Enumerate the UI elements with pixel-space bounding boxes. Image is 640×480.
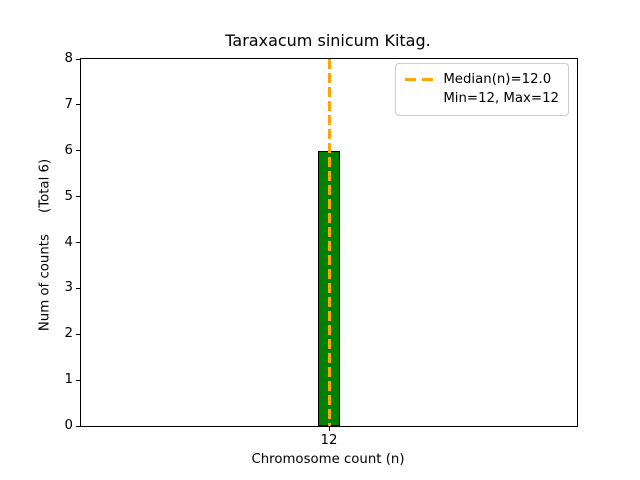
y-tick-label: 5 [64,188,73,204]
x-tick-mark [328,426,330,431]
chart-title: Taraxacum sinicum Kitag. [225,31,431,50]
y-tick-label: 1 [64,372,73,388]
y-tick-label: 2 [64,326,73,342]
y-tick-mark [76,196,81,198]
y-tick-mark [76,150,81,152]
y-axis-label: Num of counts (Total 6) [37,158,53,332]
y-tick-label: 6 [64,142,73,158]
y-tick-label: 0 [64,418,73,433]
legend-label-minmax: Min=12, Max=12 [443,91,559,106]
y-tick-label: 8 [64,51,73,66]
legend-label-median: Median(n)=12.0 [443,72,552,87]
y-tick-mark [76,425,81,427]
legend-row-median: Median(n)=12.0 [405,70,559,89]
y-tick-mark [76,58,81,60]
y-tick-mark [76,242,81,243]
legend: Median(n)=12.0 Min=12, Max=12 [395,63,569,116]
y-tick-mark [76,379,81,381]
y-tick-label: 3 [64,280,73,296]
legend-empty-handle [405,97,433,100]
y-tick-label: 4 [64,234,73,250]
x-tick-label: 12 [320,433,338,448]
legend-row-minmax: Min=12, Max=12 [405,89,559,108]
y-tick-mark [76,104,81,106]
legend-dashed-line-icon [405,78,434,81]
y-tick-mark [76,333,81,335]
y-tick-label: 7 [64,96,73,112]
y-tick-mark [76,287,81,289]
median-line [327,59,331,426]
x-axis-label: Chromosome count (n) [251,452,405,467]
